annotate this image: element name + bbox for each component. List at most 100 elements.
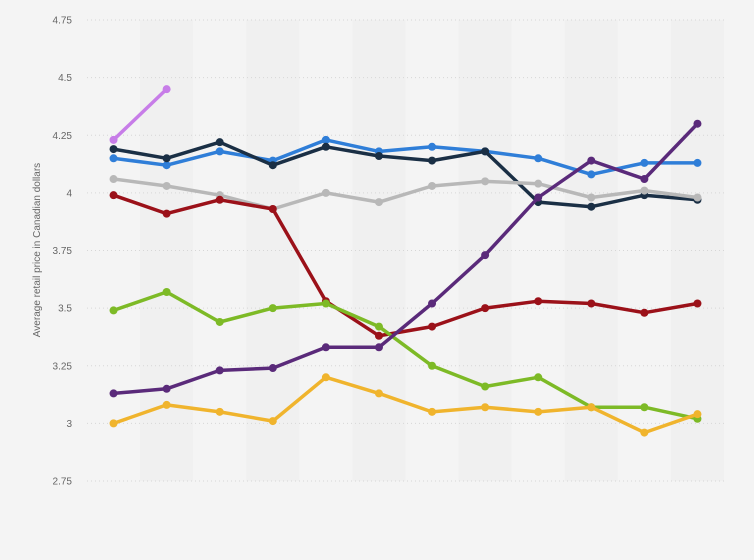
column-bands — [87, 20, 724, 481]
data-point[interactable] — [374, 322, 383, 331]
data-point[interactable] — [428, 181, 437, 190]
data-point[interactable] — [693, 193, 702, 202]
data-point[interactable] — [374, 331, 383, 340]
data-point[interactable] — [162, 287, 171, 296]
data-point[interactable] — [268, 161, 277, 170]
y-tick-label: 2.75 — [53, 477, 73, 488]
y-tick-label: 4 — [66, 188, 72, 199]
series-3 — [109, 138, 702, 211]
data-point[interactable] — [109, 306, 118, 315]
data-point[interactable] — [534, 154, 543, 163]
data-point[interactable] — [428, 299, 437, 308]
data-point[interactable] — [693, 410, 702, 419]
data-point[interactable] — [428, 361, 437, 370]
data-point[interactable] — [109, 145, 118, 154]
data-point[interactable] — [268, 304, 277, 313]
data-point[interactable] — [321, 373, 330, 382]
data-point[interactable] — [109, 191, 118, 200]
series-line — [111, 138, 700, 177]
y-tick-label: 4.25 — [53, 131, 73, 142]
data-point[interactable] — [321, 142, 330, 151]
data-point[interactable] — [640, 403, 649, 412]
column-band — [352, 20, 406, 481]
data-point[interactable] — [640, 186, 649, 195]
data-point[interactable] — [481, 382, 490, 391]
data-point[interactable] — [428, 407, 437, 416]
data-point[interactable] — [481, 177, 490, 186]
data-point[interactable] — [321, 299, 330, 308]
series-1 — [109, 85, 171, 144]
data-point[interactable] — [587, 202, 596, 211]
series-2 — [109, 135, 702, 179]
data-point[interactable] — [587, 193, 596, 202]
data-point[interactable] — [481, 403, 490, 412]
data-point[interactable] — [162, 384, 171, 393]
data-point[interactable] — [428, 142, 437, 151]
series-line — [111, 375, 700, 435]
data-point[interactable] — [109, 419, 118, 428]
data-point[interactable] — [162, 181, 171, 190]
data-point[interactable] — [587, 156, 596, 165]
series-5 — [109, 191, 702, 340]
data-point[interactable] — [534, 179, 543, 188]
data-point[interactable] — [109, 389, 118, 398]
data-point[interactable] — [321, 343, 330, 352]
y-tick-label: 3.75 — [53, 246, 73, 257]
series-4 — [109, 175, 702, 214]
data-point[interactable] — [215, 366, 224, 375]
series-line — [111, 177, 700, 211]
data-point[interactable] — [215, 195, 224, 204]
data-point[interactable] — [481, 147, 490, 156]
series-line — [111, 140, 700, 209]
data-point[interactable] — [587, 170, 596, 179]
y-tick-label: 3.5 — [58, 304, 72, 315]
data-point[interactable] — [374, 389, 383, 398]
data-point[interactable] — [215, 138, 224, 147]
data-point[interactable] — [162, 154, 171, 163]
series-group — [109, 85, 702, 437]
data-point[interactable] — [215, 147, 224, 156]
series-line — [111, 87, 169, 142]
data-point[interactable] — [640, 308, 649, 317]
series-line — [111, 121, 700, 396]
data-point[interactable] — [321, 135, 330, 144]
data-point[interactable] — [162, 400, 171, 409]
data-point[interactable] — [534, 407, 543, 416]
data-point[interactable] — [215, 317, 224, 326]
data-point[interactable] — [162, 209, 171, 218]
data-point[interactable] — [215, 407, 224, 416]
data-point[interactable] — [693, 119, 702, 128]
y-tick-label: 3 — [66, 419, 72, 430]
data-point[interactable] — [587, 299, 596, 308]
series-line — [111, 193, 700, 338]
data-point[interactable] — [268, 364, 277, 373]
data-point[interactable] — [374, 151, 383, 160]
data-point[interactable] — [374, 198, 383, 207]
data-point[interactable] — [268, 417, 277, 426]
data-point[interactable] — [109, 175, 118, 184]
data-point[interactable] — [587, 403, 596, 412]
data-point[interactable] — [428, 156, 437, 165]
data-point[interactable] — [640, 428, 649, 437]
data-point[interactable] — [640, 158, 649, 167]
data-point[interactable] — [481, 304, 490, 313]
data-point[interactable] — [374, 343, 383, 352]
y-tick-label: 4.5 — [58, 73, 72, 84]
data-point[interactable] — [321, 188, 330, 197]
data-point[interactable] — [534, 373, 543, 382]
y-axis-title: Average retail price in Canadian dollars — [32, 163, 43, 337]
data-point[interactable] — [640, 175, 649, 184]
data-point[interactable] — [268, 205, 277, 214]
data-point[interactable] — [109, 135, 118, 144]
data-point[interactable] — [481, 251, 490, 260]
data-point[interactable] — [428, 322, 437, 331]
data-point[interactable] — [162, 85, 171, 94]
data-point[interactable] — [534, 297, 543, 306]
column-band — [87, 20, 141, 481]
y-tick-label: 4.75 — [53, 16, 73, 27]
data-point[interactable] — [693, 299, 702, 308]
data-point[interactable] — [109, 154, 118, 163]
data-point[interactable] — [162, 161, 171, 170]
data-point[interactable] — [534, 193, 543, 202]
data-point[interactable] — [693, 158, 702, 167]
